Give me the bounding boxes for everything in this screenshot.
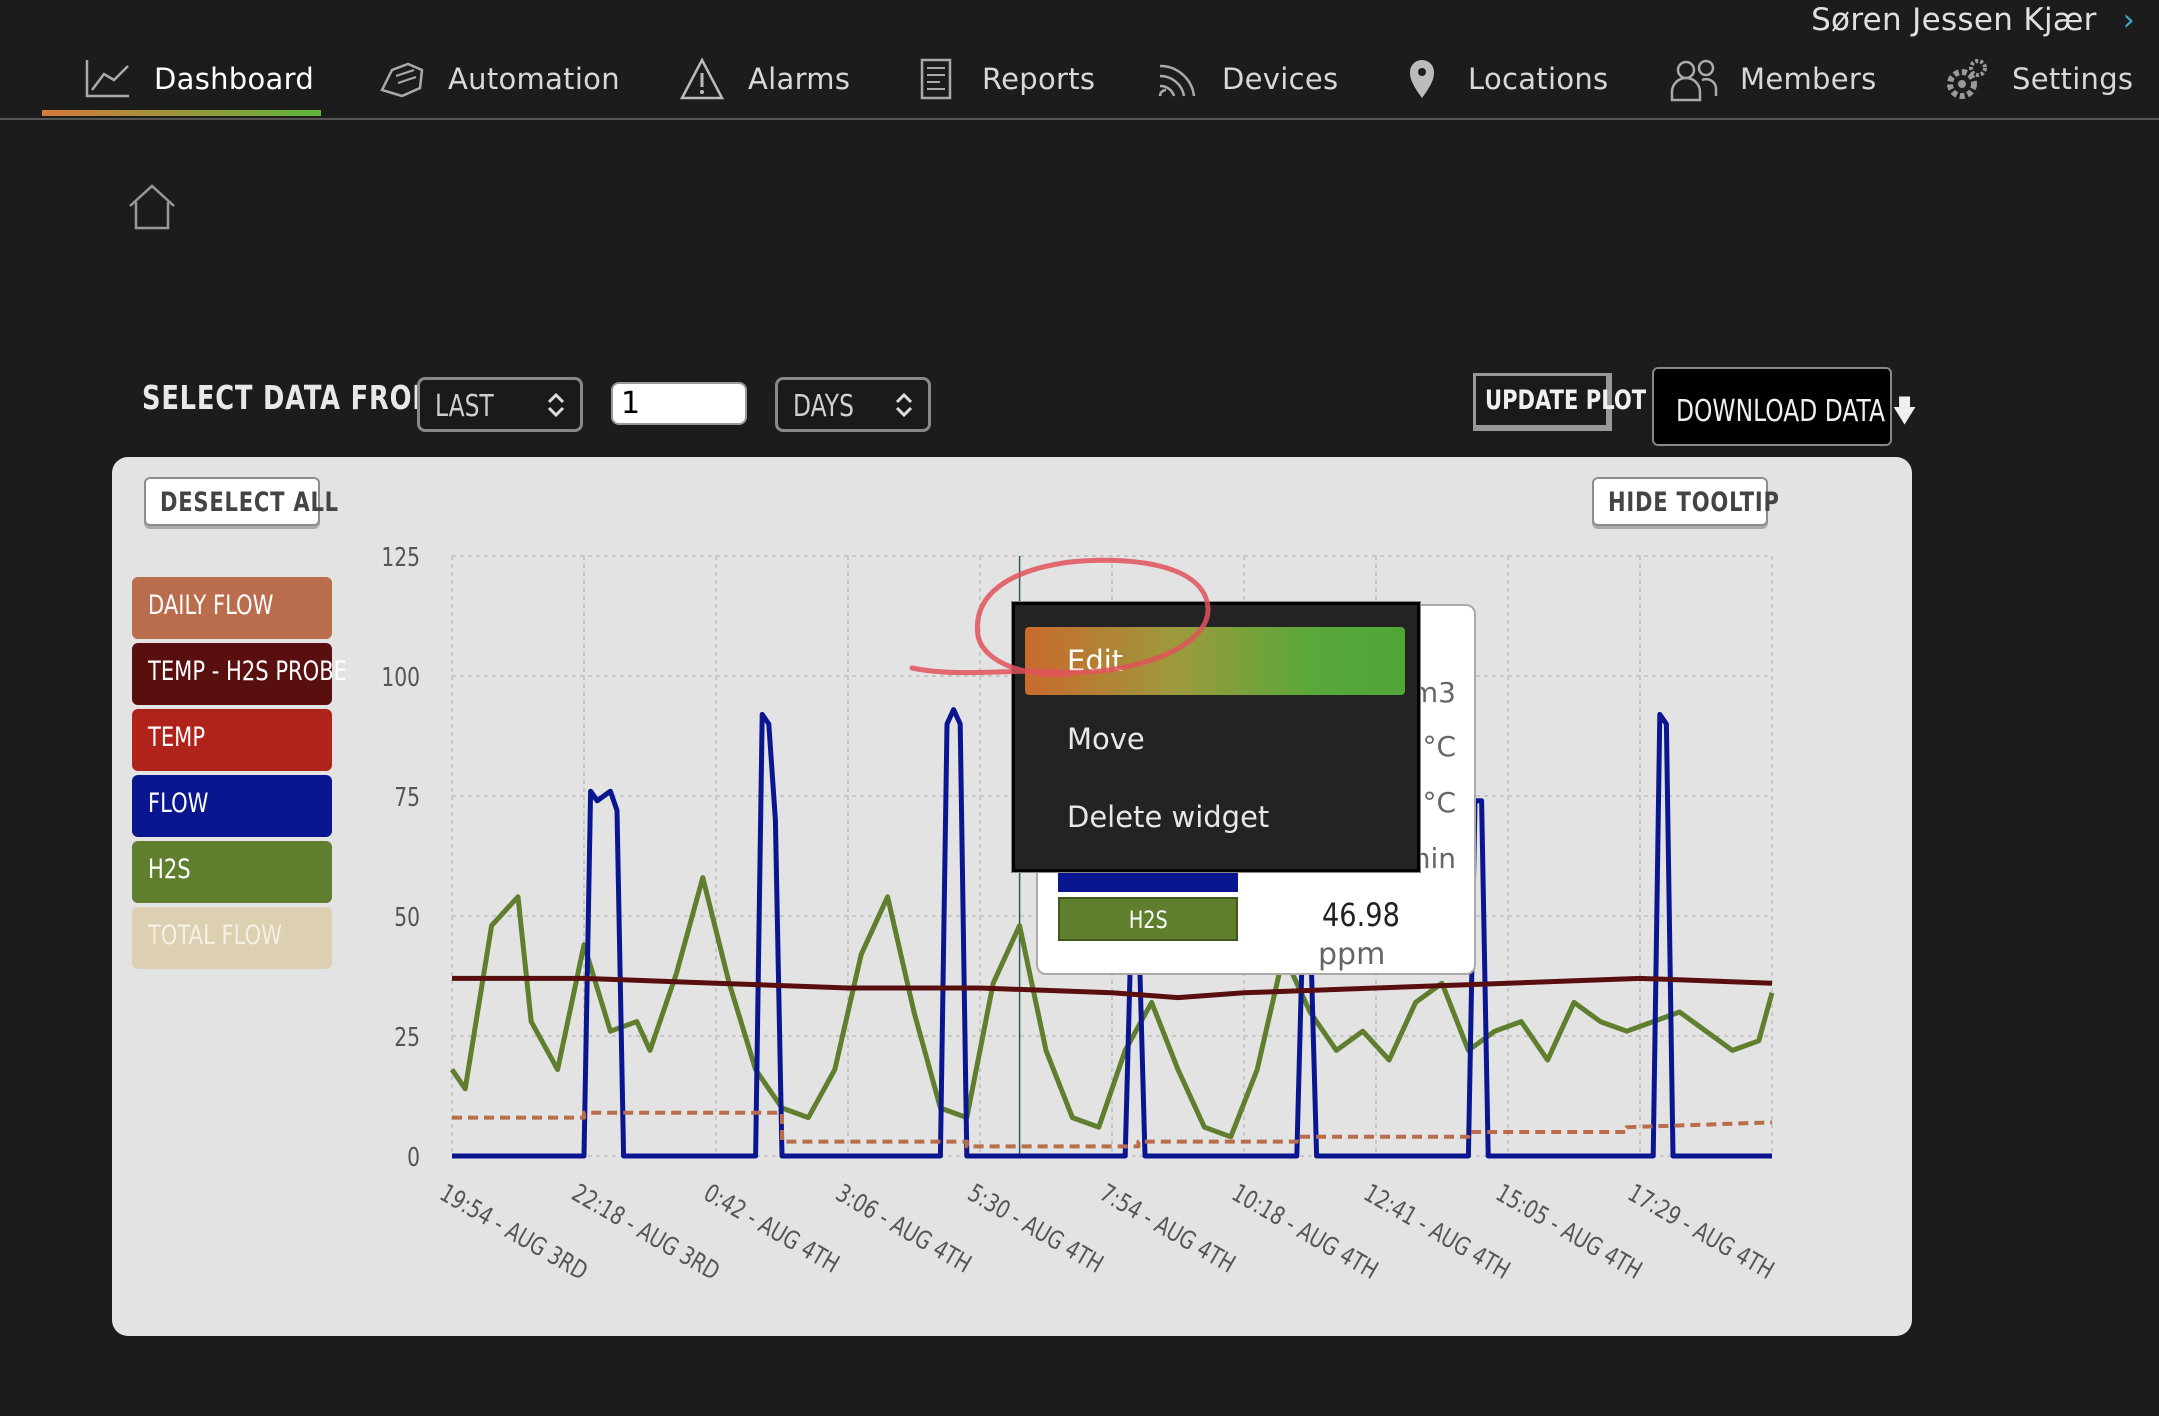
chart-line-icon <box>85 60 129 98</box>
main-nav: Dashboard Automation Alarms Reports Devi… <box>0 40 2159 120</box>
map-pin-icon <box>1410 60 1434 98</box>
deselect-all-button[interactable]: DESELECT ALL <box>144 477 338 526</box>
series-h2s <box>449 875 1775 1140</box>
nav-label: Alarms <box>748 62 851 96</box>
nav-label: Settings <box>2012 62 2134 96</box>
tooltip-h2s-value: 46.98 ppm <box>1318 896 1400 972</box>
menu-item-move[interactable]: Move <box>1067 722 1145 756</box>
download-arrow-icon: 🡇 <box>1892 394 1917 429</box>
nav-item-reports[interactable]: Reports <box>912 40 1095 118</box>
legend-temp[interactable]: TEMP <box>132 709 332 771</box>
members-icon <box>1670 59 1718 102</box>
nav-item-alarms[interactable]: Alarms <box>678 40 850 118</box>
y-tick-label: 50 <box>394 903 420 933</box>
y-tick-label: 75 <box>394 783 420 813</box>
legend-h2s[interactable]: H2S <box>132 841 332 903</box>
nav-label: Locations <box>1468 62 1609 96</box>
warning-icon <box>679 57 725 100</box>
range-mode-value: LAST <box>435 389 494 424</box>
tooltip-unit: °C <box>1422 730 1456 763</box>
chart-panel: DESELECT ALL HIDE TOOLTIP DAILY FLOW TEM… <box>112 457 1912 1336</box>
x-tick-label: 10:18 - AUG 4TH <box>1227 1179 1383 1286</box>
nav-label: Automation <box>448 62 620 96</box>
range-unit-value: DAYS <box>793 389 854 424</box>
series-flow <box>452 707 1772 1159</box>
x-tick-label: 7:54 - AUG 4TH <box>1095 1179 1240 1280</box>
legend-total-flow[interactable]: TOTAL FLOW <box>132 907 332 969</box>
download-data-button[interactable]: DOWNLOAD DATA 🡇 <box>1652 367 1917 446</box>
nav-item-automation[interactable]: Automation <box>378 40 620 118</box>
y-tick-label: 0 <box>407 1143 420 1173</box>
update-plot-button[interactable]: UPDATE PLOT <box>1473 373 1646 431</box>
menu-item-delete-widget[interactable]: Delete widget <box>1067 800 1270 834</box>
nav-item-locations[interactable]: Locations <box>1398 40 1608 118</box>
report-icon <box>920 58 952 100</box>
nav-item-members[interactable]: Members <box>1670 40 1877 118</box>
x-tick-label: 12:41 - AUG 4TH <box>1359 1179 1515 1286</box>
nav-label: Members <box>1740 62 1877 96</box>
range-unit-select[interactable]: DAYS <box>775 377 931 432</box>
user-menu[interactable]: Søren Jessen Kjær › <box>1811 0 2135 40</box>
user-name[interactable]: Søren Jessen Kjær <box>1811 2 2097 38</box>
range-mode-select[interactable]: LAST <box>417 377 583 432</box>
hand-icon <box>380 62 424 98</box>
nav-item-settings[interactable]: Settings <box>1942 40 2133 118</box>
hide-tooltip-button[interactable]: HIDE TOOLTIP <box>1592 477 1779 526</box>
y-tick-label: 100 <box>381 663 420 693</box>
widget-context-menu: Edit Move Delete widget <box>1012 602 1420 872</box>
home-icon[interactable] <box>126 182 178 232</box>
signal-icon <box>1158 64 1196 97</box>
x-tick-label: 19:54 - AUG 3RD <box>435 1179 593 1287</box>
nav-label: Dashboard <box>154 62 315 96</box>
y-tick-label: 25 <box>394 1023 420 1053</box>
tooltip-unit: °C <box>1422 786 1456 819</box>
gear-icon <box>1947 59 1987 99</box>
tooltip-h2s-badge: H2S <box>1058 897 1238 941</box>
updown-arrow-icon <box>895 392 913 418</box>
y-tick-label: 125 <box>381 543 420 573</box>
select-data-label: SELECT DATA FROM: <box>142 378 450 417</box>
menu-item-edit[interactable]: Edit <box>1025 627 1405 695</box>
x-tick-label: 3:06 - AUG 4TH <box>831 1179 976 1280</box>
x-tick-label: 15:05 - AUG 4TH <box>1491 1179 1647 1286</box>
active-tab-indicator <box>42 110 321 116</box>
nav-item-devices[interactable]: Devices <box>1152 40 1338 118</box>
nav-item-dashboard[interactable]: Dashboard <box>84 40 314 118</box>
x-tick-label: 5:30 - AUG 4TH <box>963 1179 1108 1280</box>
nav-label: Devices <box>1222 62 1339 96</box>
chevron-right-icon[interactable]: › <box>2122 2 2135 38</box>
legend-temp-h2s-probe[interactable]: TEMP - H2S PROBE <box>132 643 347 705</box>
legend-daily-flow[interactable]: DAILY FLOW <box>132 577 332 639</box>
legend-flow[interactable]: FLOW <box>132 775 332 837</box>
series-daily-flow <box>452 1110 1773 1149</box>
series-temp-h2s-probe <box>452 975 1773 1001</box>
nav-label: Reports <box>982 62 1096 96</box>
x-tick-label: 17:29 - AUG 4TH <box>1623 1179 1779 1286</box>
range-value-input[interactable] <box>611 382 747 425</box>
updown-arrow-icon <box>547 392 565 418</box>
x-tick-label: 22:18 - AUG 3RD <box>567 1179 725 1287</box>
